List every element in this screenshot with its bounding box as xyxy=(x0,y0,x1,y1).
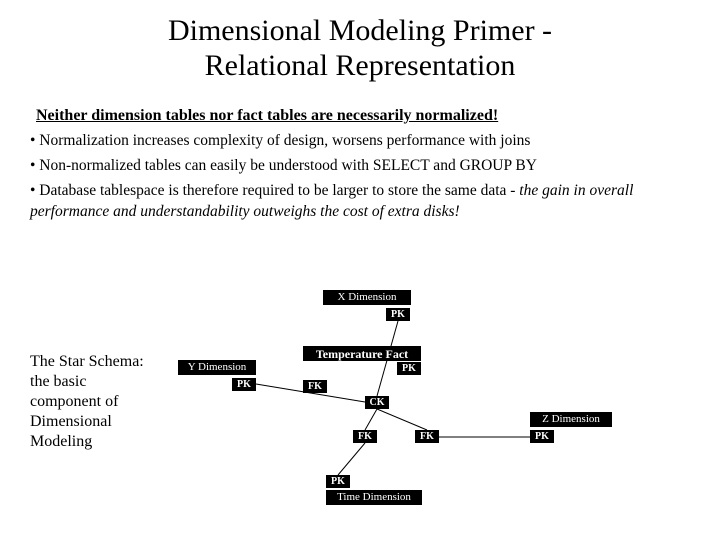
bullet-item: • Normalization increases complexity of … xyxy=(30,131,690,152)
fk-badge: FK xyxy=(303,380,327,393)
connector-line xyxy=(365,409,377,430)
bullet-item: • Non-normalized tables can easily be un… xyxy=(30,156,690,177)
fact-box: Temperature Fact xyxy=(303,346,421,361)
star-schema-diagram: X Dimension PK Y Dimension PK Temperatur… xyxy=(170,290,680,520)
bullet-list: • Normalization increases complexity of … xyxy=(30,131,690,223)
slide-title: Dimensional Modeling Primer - Relational… xyxy=(0,0,720,83)
box-label: X Dimension xyxy=(325,291,409,303)
fk-badge: FK xyxy=(353,430,377,443)
box-label: Z Dimension xyxy=(532,413,610,425)
pk-badge: PK xyxy=(386,308,410,321)
connector-line xyxy=(338,443,365,475)
diagram-caption: The Star Schema: the basic component of … xyxy=(30,352,160,452)
bullet-item: • Database tablespace is therefore requi… xyxy=(30,181,690,223)
pk-badge: PK xyxy=(232,378,256,391)
box-label: Time Dimension xyxy=(328,491,420,503)
title-line1: Dimensional Modeling Primer - xyxy=(168,14,552,47)
title-line2: Relational Representation xyxy=(205,49,516,82)
pk-badge: PK xyxy=(397,362,421,375)
box-label: Temperature Fact xyxy=(305,347,419,362)
fk-badge: FK xyxy=(415,430,439,443)
connector-line xyxy=(377,409,427,430)
ck-badge: CK xyxy=(365,396,389,409)
box-label: Y Dimension xyxy=(180,361,254,373)
bullet-text: • Database tablespace is therefore requi… xyxy=(30,182,519,199)
z-dimension-box: Z Dimension xyxy=(530,412,612,427)
x-dimension-box: X Dimension xyxy=(323,290,411,305)
subheading: Neither dimension tables nor fact tables… xyxy=(36,107,690,125)
y-dimension-box: Y Dimension xyxy=(178,360,256,375)
connector-lines xyxy=(170,290,680,520)
time-dimension-box: Time Dimension xyxy=(326,490,422,505)
pk-badge: PK xyxy=(326,475,350,488)
pk-badge: PK xyxy=(530,430,554,443)
